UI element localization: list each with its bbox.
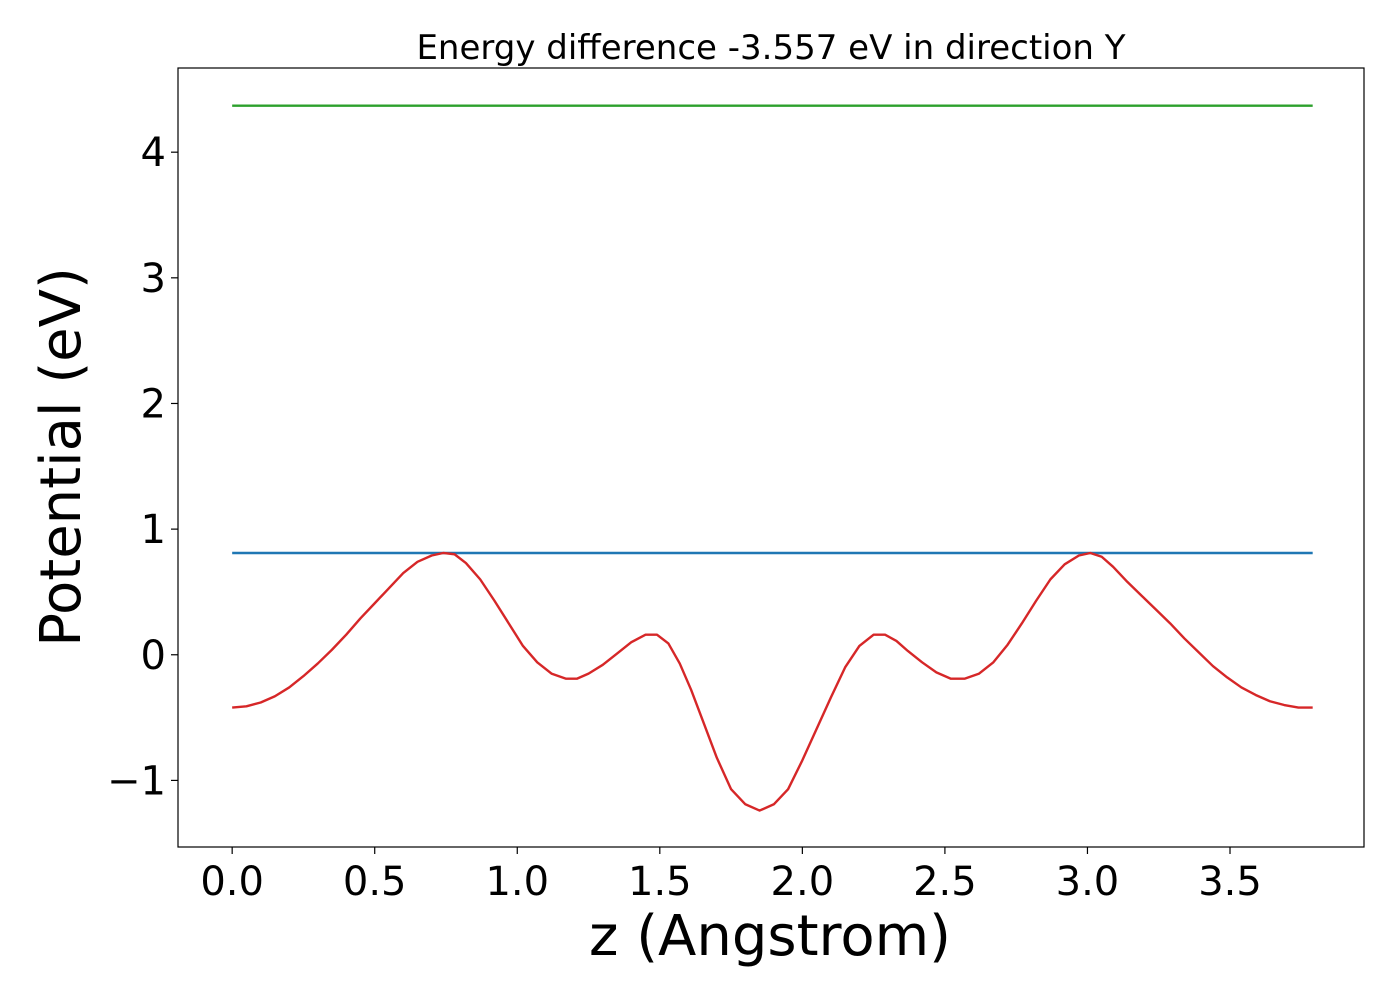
y-tick-label: 0: [141, 633, 166, 679]
y-tick-label: 4: [141, 130, 166, 176]
y-axis-label: Potential (eV): [29, 267, 94, 647]
x-tick-label: 2.0: [771, 859, 835, 905]
tick-layer: 0.0 0.5 1.0 1.5 2.0 2.5 3.0 3.5 −1 0 1 2 3 4: [107, 130, 1262, 905]
x-tick-label: 0.5: [343, 859, 407, 905]
x-tick-label: 0.0: [200, 859, 264, 905]
y-tick-label: 3: [141, 256, 166, 302]
x-tick-label: 2.5: [913, 859, 977, 905]
x-tick-label: 1.5: [628, 859, 692, 905]
y-tick-label: 1: [141, 507, 166, 553]
x-tick-label: 1.0: [485, 859, 549, 905]
y-tick-label: 2: [141, 381, 166, 427]
series-layer: [232, 104, 1313, 812]
x-axis-label: z (Angstrom): [589, 904, 951, 969]
plot-frame: [177, 67, 1365, 848]
y-tick-label: −1: [107, 758, 166, 804]
x-tick-label: 3.0: [1056, 859, 1120, 905]
series-line-3: [232, 551, 1313, 812]
x-tick-label: 3.5: [1198, 859, 1262, 905]
chart-title: Energy difference -3.557 eV in direction…: [416, 28, 1125, 68]
